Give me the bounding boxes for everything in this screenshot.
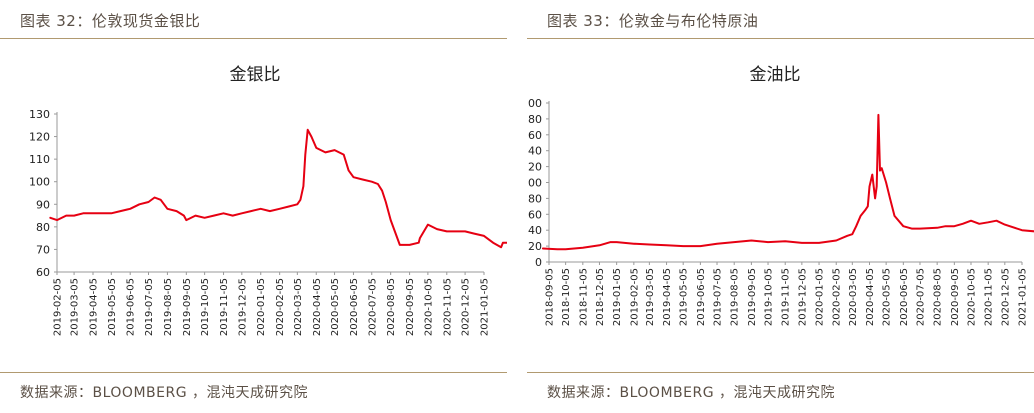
x-tick-label: 2020-01-05 <box>815 268 826 326</box>
x-tick-label: 2019-04-05 <box>88 278 99 336</box>
x-tick-label: 2019-01-05 <box>612 268 623 326</box>
x-tick-label: 2019-03-05 <box>70 278 81 336</box>
series-line <box>541 113 1034 251</box>
x-tick-label: 2020-04-05 <box>865 268 876 326</box>
x-tick-label: 2020-02-05 <box>275 278 286 336</box>
x-tick-label: 2019-08-05 <box>163 278 174 336</box>
y-tick-label: 140 <box>527 145 542 158</box>
x-tick-label: 2019-11-05 <box>219 278 230 336</box>
y-tick-label: 100 <box>29 176 50 189</box>
y-tick-label: 180 <box>527 113 542 126</box>
top-rule <box>0 38 507 39</box>
x-tick-label: 2020-01-05 <box>256 278 267 336</box>
chart-title: 金银比 <box>230 65 281 85</box>
x-tick-label: 2019-02-05 <box>629 268 640 326</box>
x-tick-label: 2019-05-05 <box>679 268 690 326</box>
x-tick-label: 2020-09-05 <box>405 278 416 336</box>
x-tick-label: 2020-10-05 <box>423 278 434 336</box>
x-tick-label: 2020-06-05 <box>349 278 360 336</box>
x-tick-label: 2020-03-05 <box>293 278 304 336</box>
x-tick-label: 2018-09-05 <box>545 268 556 326</box>
x-tick-label: 2020-07-05 <box>915 268 926 326</box>
x-tick-label: 2019-12-05 <box>237 278 248 336</box>
x-tick-label: 2020-08-05 <box>933 268 944 326</box>
x-tick-label: 2019-09-05 <box>747 268 758 326</box>
x-tick-label: 2021-01-05 <box>1018 268 1029 326</box>
series-line <box>49 128 507 249</box>
chart-panel-gold-oil: 图表 33：伦敦金与布伦特原油 金油比 0 20 40 60 80 100 120 140 160… <box>527 0 1034 413</box>
x-tick-label: 2020-09-05 <box>950 268 961 326</box>
y-tick-label: 40 <box>528 224 542 237</box>
y-tick-label: 0 <box>535 256 542 269</box>
figure-title: 图表 32：伦敦现货金银比 <box>20 12 201 30</box>
chart-title: 金油比 <box>750 65 801 85</box>
x-tick-label: 2020-03-05 <box>848 268 859 326</box>
gold-silver-ratio-chart: 金银比 60 70 80 90 100 110 120 130 2019-02-05 2019-03… <box>29 65 507 336</box>
x-tick-label: 2020-11-05 <box>984 268 995 326</box>
y-tick-label: 120 <box>29 131 50 144</box>
x-tick-label: 2020-08-05 <box>386 278 397 336</box>
x-tick-label: 2019-07-05 <box>144 278 155 336</box>
y-tick-label: 110 <box>29 153 50 166</box>
x-tick-label: 2020-10-05 <box>966 268 977 326</box>
x-tick-label: 2019-06-05 <box>696 268 707 326</box>
x-tick-label: 2020-05-05 <box>882 268 893 326</box>
y-tick-label: 20 <box>528 240 542 253</box>
x-tick-label: 2019-03-05 <box>645 268 656 326</box>
x-tick-label: 2019-09-05 <box>182 278 193 336</box>
x-tick-label: 2018-10-05 <box>561 268 572 326</box>
y-tick-label: 80 <box>36 221 50 234</box>
y-tick-label: 80 <box>528 192 542 205</box>
x-tick-label: 2020-12-05 <box>461 278 472 336</box>
x-tick-label: 2019-05-05 <box>107 278 118 336</box>
x-tick-label: 2019-12-05 <box>797 268 808 326</box>
x-tick-label: 2019-08-05 <box>730 268 741 326</box>
x-tick-label: 2020-06-05 <box>899 268 910 326</box>
y-tick-label: 130 <box>29 108 50 121</box>
y-tick-label: 120 <box>527 161 542 174</box>
gold-oil-ratio-chart: 金油比 0 20 40 60 80 100 120 140 160 180 200 2018-09-05… <box>527 65 1034 326</box>
x-tick-label: 2020-11-05 <box>442 278 453 336</box>
x-tick-label: 2019-10-05 <box>764 268 775 326</box>
x-tick-label: 2018-12-05 <box>595 268 606 326</box>
y-tick-label: 160 <box>527 129 542 142</box>
y-tick-label: 60 <box>36 266 50 279</box>
top-rule <box>527 38 1034 39</box>
x-tick-label: 2020-05-05 <box>330 278 341 336</box>
y-tick-label: 60 <box>528 208 542 221</box>
x-tick-label: 2019-07-05 <box>713 268 724 326</box>
x-tick-label: 2020-02-05 <box>832 268 843 326</box>
figure-title: 图表 33：伦敦金与布伦特原油 <box>547 12 759 30</box>
x-tick-label: 2019-02-05 <box>53 278 64 336</box>
y-tick-label: 100 <box>527 177 542 190</box>
x-tick-label: 2018-11-05 <box>578 268 589 326</box>
source-note: 数据来源：BLOOMBERG ，混沌天成研究院 <box>547 385 835 401</box>
source-note: 数据来源：BLOOMBERG ，混沌天成研究院 <box>20 385 308 401</box>
x-tick-label: 2020-12-05 <box>1000 268 1011 326</box>
x-tick-label: 2020-04-05 <box>312 278 323 336</box>
chart-panel-gold-silver: 图表 32：伦敦现货金银比 金银比 60 70 80 90 100 110 120 130 201… <box>0 0 507 413</box>
x-tick-label: 2019-10-05 <box>200 278 211 336</box>
y-tick-label: 200 <box>527 97 542 110</box>
x-tick-label: 2020-07-05 <box>367 278 378 336</box>
bottom-rule <box>527 372 1034 373</box>
y-tick-label: 70 <box>36 243 50 256</box>
y-tick-label: 90 <box>36 198 50 211</box>
x-tick-label: 2021-01-05 <box>480 278 491 336</box>
x-tick-label: 2019-04-05 <box>662 268 673 326</box>
x-tick-label: 2019-06-05 <box>126 278 137 336</box>
x-tick-label: 2019-11-05 <box>781 268 792 326</box>
bottom-rule <box>0 372 507 373</box>
